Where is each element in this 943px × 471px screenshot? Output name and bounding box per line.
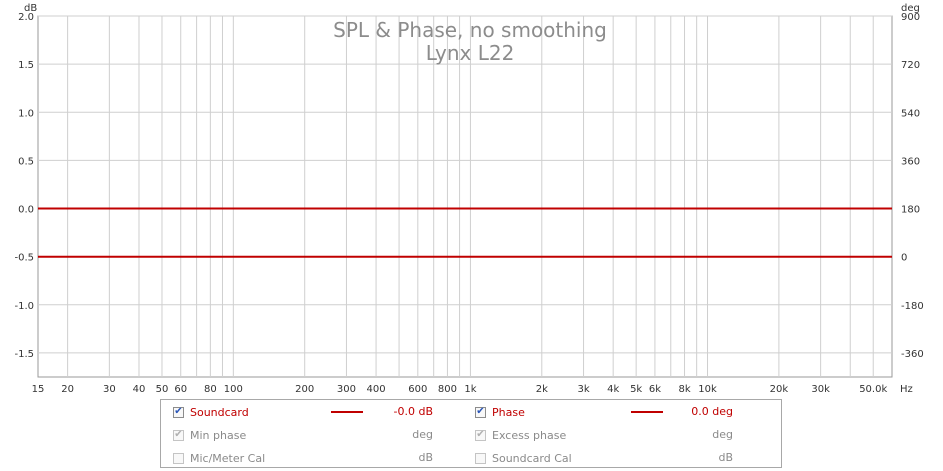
legend-checkbox-mic-meter-cal[interactable] [173,452,184,464]
x-tick-label: 20 [61,384,74,395]
y-left-tick-label: 0.0 [18,205,34,216]
axis-layer: 2.0 1.5 1.0 0.5 0.0 -0.5 -1.0 -1.5 900 720 540 360 1… [14,12,923,395]
x-tick-label: 15 [32,384,45,395]
legend-label: Min phase [190,428,247,442]
x-tick-label: 100 [224,384,243,395]
y-left-tick-label: 1.0 [18,108,34,119]
grid-layer [38,15,892,377]
x-tick-label: 600 [408,384,427,395]
y-left-tick-label: -1.0 [14,301,34,312]
legend-checkbox-phase[interactable]: ✔ [475,406,486,418]
y-left-unit: dB [24,3,37,14]
x-tick-label: 80 [204,384,217,395]
spl-phase-chart: 2.0 1.5 1.0 0.5 0.0 -0.5 -1.0 -1.5 900 720 540 360 1… [14,3,923,395]
y-left-tick-label: -1.5 [14,349,34,360]
legend-label: Phase [492,405,525,419]
legend-item-min-phase: ✔ Min phase [173,425,246,445]
x-tick-label: 800 [438,384,457,395]
legend-value-soundcard-cal: dB [718,451,733,464]
plot-area [37,15,893,378]
legend-swatch-soundcard [331,411,363,413]
series-layer [38,207,892,258]
legend-swatch-phase [631,411,663,413]
chart-title: SPL & Phase, no smoothing [333,18,607,42]
y-right-tick-label: 180 [901,205,920,216]
legend-value-mic-meter-cal: dB [418,451,433,464]
legend-item-excess-phase: ✔ Excess phase [475,425,566,445]
x-tick-label: 200 [295,384,314,395]
x-tick-label: 3k [577,384,589,395]
x-tick-label: 50 [156,384,169,395]
y-right-tick-label: 360 [901,156,920,167]
legend-item-phase[interactable]: ✔ Phase [475,402,525,422]
y-right-tick-label: 0 [901,253,907,264]
x-tick-label: 4k [607,384,619,395]
x-tick-label: 50.0k [859,384,887,395]
legend-checkbox-soundcard-cal[interactable] [475,452,486,464]
y-left-tick-label: 0.5 [18,156,34,167]
x-tick-label: 400 [367,384,386,395]
x-tick-label: 1k [464,384,476,395]
x-tick-label: 30 [103,384,116,395]
x-tick-label: 60 [174,384,187,395]
x-tick-label: 2k [536,384,548,395]
y-left-tick-label: 2.0 [18,12,34,23]
y-right-tick-label: -360 [901,349,924,360]
y-right-tick-label: 540 [901,108,920,119]
y-left-tick-label: -0.5 [14,253,34,264]
legend-value-min-phase: deg [412,428,433,441]
legend-label: Soundcard [190,405,249,419]
x-tick-label: 20k [770,384,789,395]
legend-label: Mic/Meter Cal [190,451,266,465]
chart-subtitle: Lynx L22 [426,41,515,65]
legend-label: Soundcard Cal [492,451,572,465]
legend-checkbox-soundcard[interactable]: ✔ [173,406,184,418]
legend-panel: ✔ Soundcard -0.0 dB ✔ Phase 0.0 deg ✔ Min phase… [160,399,782,468]
x-tick-label: 30k [811,384,830,395]
y-left-tick-label: 1.5 [18,60,34,71]
legend-value-soundcard: -0.0 dB [393,405,434,418]
x-tick-label: 6k [649,384,661,395]
legend-value-phase: 0.0 deg [691,405,733,418]
legend-label: Excess phase [492,428,567,442]
x-tick-label: 40 [133,384,146,395]
legend-value-excess-phase: deg [712,428,733,441]
x-tick-label: 300 [337,384,356,395]
legend-checkbox-excess-phase[interactable]: ✔ [475,429,486,441]
y-right-unit: deg [901,3,920,14]
x-tick-label: 8k [678,384,690,395]
legend-item-soundcard-cal: Soundcard Cal [475,448,572,468]
y-right-tick-label: -180 [901,301,924,312]
y-right-tick-label: 900 [901,12,920,23]
y-right-tick-label: 720 [901,60,920,71]
x-tick-label: 5k [630,384,642,395]
legend-checkbox-min-phase[interactable]: ✔ [173,429,184,441]
legend-item-mic-meter-cal: Mic/Meter Cal [173,448,265,468]
x-unit: Hz [900,384,913,395]
x-tick-label: 10k [698,384,717,395]
legend-item-soundcard[interactable]: ✔ Soundcard [173,402,249,422]
